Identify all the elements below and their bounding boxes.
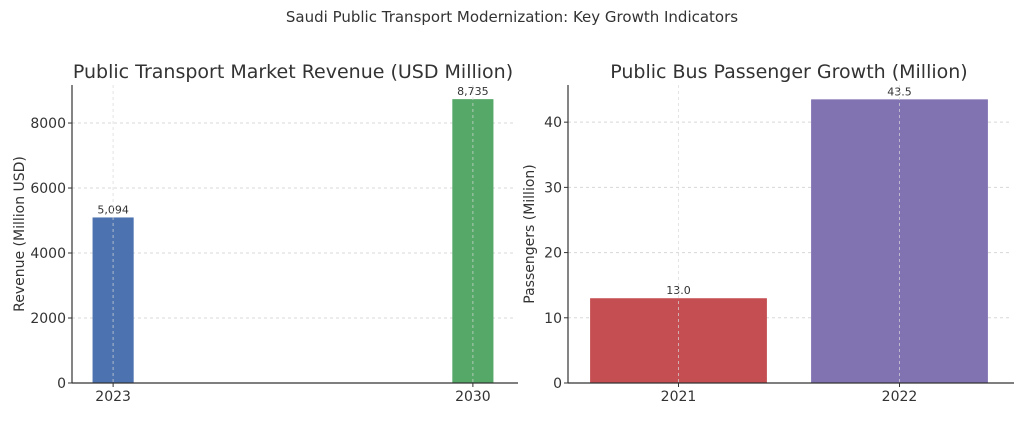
chart-title: Public Bus Passenger Growth (Million): [610, 61, 967, 83]
bar-2021: [590, 298, 767, 383]
x-tick-label: 2022: [882, 389, 918, 405]
y-axis-label: Revenue (Million USD): [12, 156, 28, 312]
x-tick-label: 2023: [95, 389, 131, 405]
figure-title: Saudi Public Transport Modernization: Ke…: [286, 8, 738, 26]
y-tick-label: 6000: [30, 181, 66, 197]
y-tick-label: 10: [544, 311, 562, 327]
y-tick-label: 30: [544, 180, 562, 196]
y-axis-label: Passengers (Million): [522, 164, 538, 303]
y-tick-label: 20: [544, 246, 562, 262]
x-tick-label: 2021: [661, 389, 697, 405]
y-tick-label: 2000: [30, 311, 66, 327]
passenger-chart: Public Bus Passenger Growth (Million) 0 10…: [522, 61, 1014, 405]
y-tick-label: 0: [57, 376, 66, 392]
chart-title: Public Transport Market Revenue (USD Mil…: [73, 61, 513, 83]
x-tick-label: 2030: [455, 389, 491, 405]
data-label: 5,094: [97, 203, 129, 216]
y-tick-label: 40: [544, 115, 562, 131]
revenue-chart: Public Transport Market Revenue (USD Mil…: [12, 61, 518, 405]
y-tick-label: 0: [553, 376, 562, 392]
y-tick-label: 8000: [30, 116, 66, 132]
y-tick-label: 4000: [30, 246, 66, 262]
